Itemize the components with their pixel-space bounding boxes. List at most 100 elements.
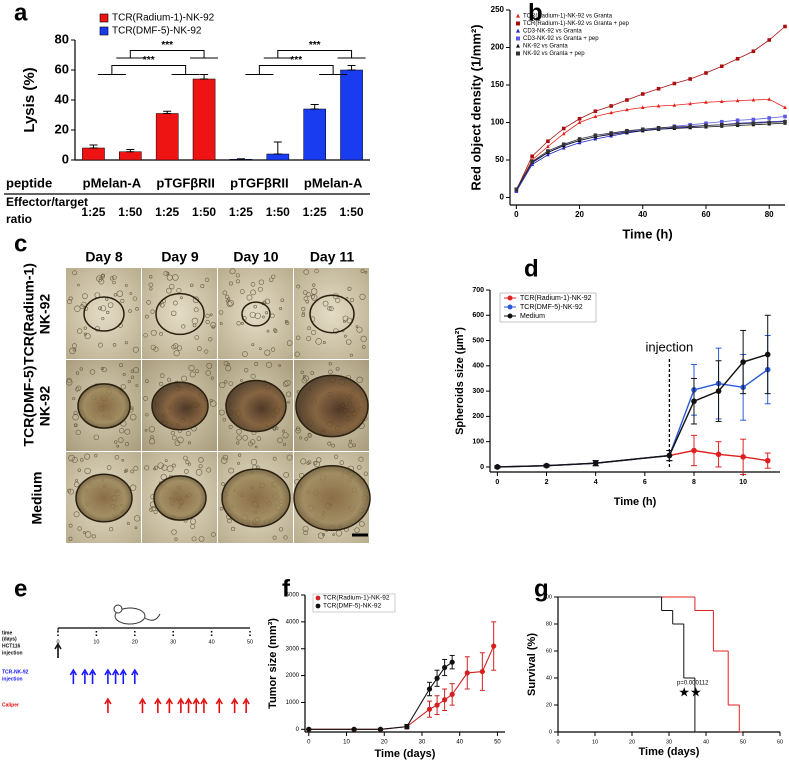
marker (609, 131, 613, 135)
mouse-tail (144, 613, 161, 621)
significance-bracket (263, 50, 366, 59)
cell (219, 506, 224, 511)
cell (210, 376, 214, 380)
marker (561, 131, 566, 136)
cell (124, 428, 131, 435)
cell (77, 526, 82, 531)
cell (249, 311, 256, 318)
x-tick-label: 30 (419, 740, 426, 746)
cell (360, 335, 367, 343)
cell (133, 465, 139, 471)
y-tick-label: 60 (55, 61, 69, 76)
cell (66, 379, 73, 386)
row-label: peptide (6, 175, 52, 190)
cell (68, 523, 73, 528)
cell (198, 464, 203, 469)
cell (265, 361, 273, 368)
arrow (131, 668, 139, 684)
cell (244, 368, 249, 373)
arrow (81, 668, 89, 684)
significance-label: *** (309, 40, 321, 51)
series-line (497, 369, 769, 468)
marker (593, 133, 598, 138)
cell (120, 384, 126, 390)
cell (129, 484, 137, 491)
cell (73, 511, 80, 518)
x-tick-label: 6 (643, 479, 647, 486)
legend-label: NK-92 vs Granta (523, 44, 568, 50)
arrow (230, 697, 239, 713)
marker (449, 659, 455, 665)
cell (79, 367, 83, 371)
cell (101, 317, 105, 321)
marker (740, 359, 746, 365)
cell (226, 518, 232, 524)
cell (273, 328, 277, 332)
marker (767, 116, 771, 120)
legend-label: NK-92 vs Granta + pep (523, 51, 585, 57)
cell (112, 343, 117, 347)
cell (188, 365, 195, 372)
cell (84, 531, 92, 538)
cell (116, 444, 120, 448)
y-axis-label: Red object density (1/mm²) (468, 24, 483, 190)
cell (355, 325, 359, 328)
legend-label: TCR(Radium-1)-NK-92 (323, 595, 390, 602)
cell (250, 282, 256, 287)
y-axis-label: Spheroids size (µm²) (454, 327, 466, 435)
cell (225, 365, 232, 372)
cell (226, 301, 233, 308)
arrow (88, 668, 97, 684)
marker (704, 100, 708, 104)
cell (331, 443, 335, 448)
marker (449, 691, 455, 697)
y-tick-label: 200 (472, 413, 484, 420)
cell (128, 309, 132, 313)
cell (219, 382, 226, 389)
cell (107, 302, 114, 308)
spheroid (221, 468, 291, 528)
cell (258, 347, 262, 350)
cell (112, 275, 117, 280)
mouse-ear (113, 604, 123, 614)
cell (98, 306, 102, 311)
row-label: TCR-NK-92 (2, 669, 29, 675)
marker (592, 460, 599, 466)
cell (272, 456, 277, 461)
cell (305, 299, 310, 304)
cell (256, 436, 262, 441)
cell (284, 320, 289, 324)
cell (312, 283, 316, 287)
cell (122, 372, 126, 376)
marker (516, 43, 520, 48)
series-line (515, 121, 786, 190)
cell (246, 294, 253, 301)
cell (164, 459, 168, 463)
cell (161, 464, 168, 471)
x-tick-label: 0 (556, 739, 559, 745)
row-label: (days) (2, 636, 17, 642)
y-tick-label: 50 (495, 155, 504, 164)
cell (282, 442, 286, 446)
y-tick-label: 5000 (286, 593, 300, 599)
cell (72, 347, 77, 352)
cell (84, 453, 91, 460)
marker (434, 702, 440, 708)
cell (236, 321, 241, 326)
cell (335, 366, 340, 371)
cell (228, 281, 233, 286)
cell (124, 441, 130, 447)
cell (163, 271, 169, 277)
marker (625, 128, 629, 133)
cell (166, 287, 172, 294)
cell (82, 293, 88, 300)
cell (159, 373, 165, 378)
marker (404, 724, 410, 730)
cell (91, 534, 96, 539)
cell (68, 536, 73, 541)
cell (332, 533, 335, 536)
cell (149, 438, 156, 445)
cell (74, 305, 81, 312)
marker (516, 36, 520, 41)
cell (347, 286, 352, 291)
